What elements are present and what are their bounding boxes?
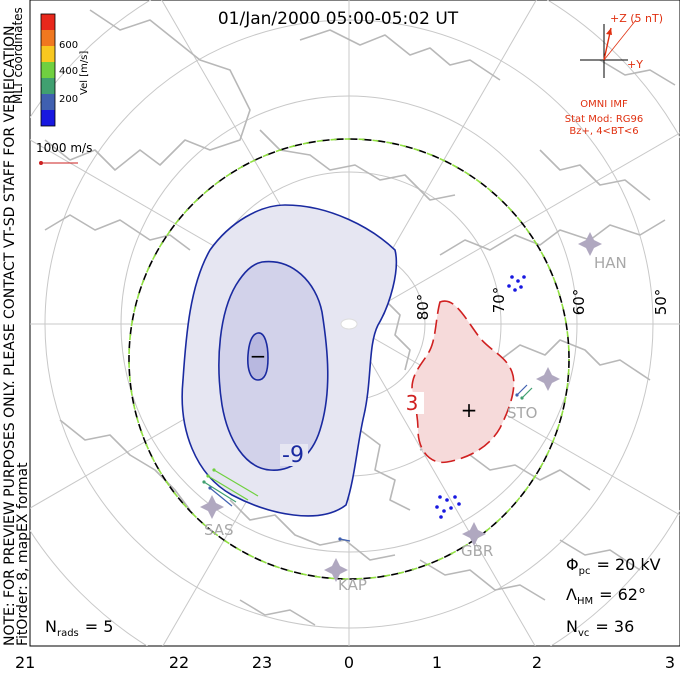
vectors-han bbox=[507, 275, 526, 292]
negative-contour-label: -9 bbox=[282, 443, 304, 468]
colorbar-segment bbox=[41, 94, 55, 110]
colorbar-segment bbox=[41, 62, 55, 78]
map-title: 01/Jan/2000 05:00-05:02 UT bbox=[218, 9, 459, 29]
radar-marker-sto bbox=[536, 367, 560, 391]
mlt-label-21: 21 bbox=[15, 653, 35, 672]
positive-label-bg bbox=[402, 392, 424, 414]
vector-count: Nvc = 36 bbox=[566, 617, 634, 639]
mlt-axis: 21 22 23 0 1 2 3 bbox=[15, 653, 675, 672]
radar-marker-han bbox=[578, 232, 602, 256]
fit-statistics: Φpc = 20 kV ΛHM = 62° Nvc = 36 Nrads = 5 bbox=[45, 555, 661, 639]
reference-vector: 1000 m/s bbox=[36, 141, 92, 165]
radar-label-sas: SAS bbox=[204, 521, 234, 539]
radar-label-gbr: GBR bbox=[461, 542, 493, 560]
imf-clock: +Z (5 nT) +Y OMNI IMF Stat Mod: RG96 Bz+… bbox=[565, 12, 663, 137]
lat-label-50: 50° bbox=[652, 289, 670, 316]
colorbar-segment bbox=[41, 78, 55, 94]
lat-label-70: 70° bbox=[490, 287, 508, 314]
fit-order-note: FitOrder: 8, mapEX format bbox=[15, 462, 31, 646]
positive-cell bbox=[411, 300, 515, 464]
lat-label-80: 80° bbox=[414, 294, 432, 321]
radar-label-kap: KAP bbox=[338, 576, 367, 594]
negative-label-bg bbox=[280, 444, 308, 466]
hm-latitude: ΛHM = 62° bbox=[566, 585, 646, 607]
cross-polar-potential: Φpc = 20 kV bbox=[566, 555, 661, 577]
radar-marker-sas bbox=[200, 495, 224, 519]
velocity-colorbar: 600 400 200 Vel [m/s] MLT coordinates bbox=[11, 7, 90, 127]
colorbar-segment bbox=[41, 14, 55, 30]
mlt-label-1: 1 bbox=[432, 653, 442, 672]
negative-cell-middle bbox=[218, 260, 329, 471]
reference-vector-label: 1000 m/s bbox=[36, 141, 92, 155]
pole-marker bbox=[340, 318, 358, 330]
colorbar-tick-400: 400 bbox=[59, 66, 78, 77]
preview-note: NOTE: FOR PREVIEW PURPOSES ONLY. PLEASE … bbox=[2, 21, 18, 646]
imf-model-line1: Stat Mod: RG96 bbox=[565, 114, 644, 125]
radar-markers bbox=[200, 232, 602, 582]
hm-boundary-highlight bbox=[128, 138, 570, 580]
radar-count: Nrads = 5 bbox=[45, 617, 113, 639]
vectors-kap bbox=[338, 537, 351, 542]
mlt-label-23: 23 bbox=[252, 653, 272, 672]
radar-marker-kap bbox=[324, 558, 348, 582]
radar-marker-gbr bbox=[462, 522, 486, 546]
negative-center-marker: − bbox=[250, 344, 267, 368]
imf-model-line2: Bz+, 4<BT<6 bbox=[569, 126, 638, 137]
radar-label-sto: STO bbox=[507, 404, 538, 422]
colorbar-segment bbox=[41, 110, 55, 126]
coordinate-system-label: MLT coordinates bbox=[11, 7, 25, 104]
vectors-sas bbox=[202, 468, 259, 507]
negative-cell-inner bbox=[247, 332, 269, 381]
vectors-gbr bbox=[435, 495, 461, 519]
vectors-sto bbox=[515, 384, 533, 400]
radar-label-han: HAN bbox=[594, 254, 627, 272]
velocity-vectors bbox=[202, 275, 533, 542]
imf-source: OMNI IMF bbox=[580, 99, 628, 110]
imf-y-label: +Y bbox=[627, 58, 643, 71]
colorbar-segment bbox=[41, 46, 55, 62]
mlt-label-22: 22 bbox=[169, 653, 189, 672]
mlt-label-0: 0 bbox=[344, 653, 354, 672]
colorbar-tick-600: 600 bbox=[59, 40, 78, 51]
imf-z-label: +Z (5 nT) bbox=[610, 12, 663, 25]
colorbar-label: Vel [m/s] bbox=[79, 51, 90, 95]
mlt-label-2: 2 bbox=[532, 653, 542, 672]
colorbar-segment bbox=[41, 30, 55, 46]
lat-label-60: 60° bbox=[570, 289, 588, 316]
colorbar-tick-200: 200 bbox=[59, 94, 78, 105]
positive-contour-label: 3 bbox=[406, 391, 419, 415]
positive-center-marker: + bbox=[461, 398, 478, 422]
mlt-label-3: 3 bbox=[665, 653, 675, 672]
coastlines bbox=[44, 9, 676, 626]
